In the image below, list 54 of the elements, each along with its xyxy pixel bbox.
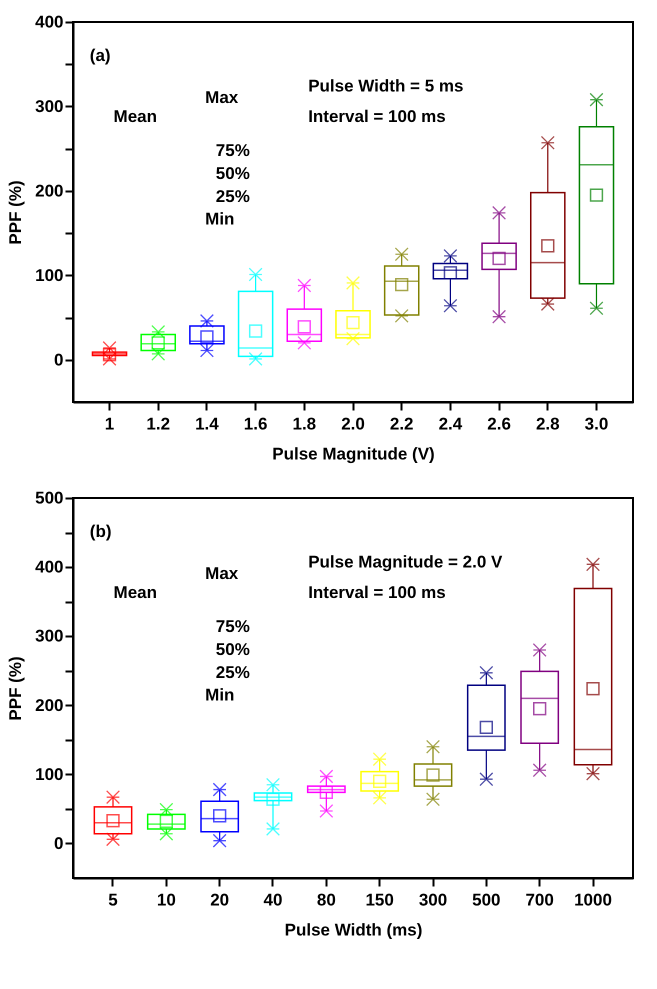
- annotation: 75%: [216, 617, 250, 636]
- y-tick-label: 400: [35, 558, 64, 577]
- y-tick-label: 200: [35, 181, 64, 200]
- annotation: 25%: [216, 186, 250, 206]
- y-tick-label: 400: [35, 12, 64, 32]
- x-tick-label: 2.4: [438, 414, 463, 434]
- y-tick-label: 100: [35, 266, 64, 285]
- x-axis-title: Pulse Width (ms): [284, 920, 422, 940]
- x-tick-label: 500: [472, 890, 501, 910]
- annotation: Mean: [114, 107, 157, 126]
- annotation: Pulse Magnitude = 2.0 V: [308, 552, 503, 572]
- x-tick-label: 2.0: [341, 414, 365, 434]
- x-tick-label: 150: [365, 890, 394, 910]
- annotation: Interval = 100 ms: [308, 107, 446, 126]
- x-tick-label: 1000: [574, 890, 612, 910]
- x-tick-label: 1.6: [244, 414, 268, 434]
- y-tick-label: 100: [35, 764, 64, 784]
- x-tick-label: 3.0: [584, 414, 608, 434]
- x-tick-label: 5: [108, 890, 118, 910]
- x-tick-label: 1.8: [292, 414, 316, 434]
- y-tick-label: 0: [54, 350, 64, 370]
- annotation: Mean: [114, 583, 157, 602]
- annotation: Pulse Width = 5 ms: [308, 76, 464, 96]
- annotation: 50%: [216, 640, 250, 659]
- x-tick-label: 1.2: [146, 414, 170, 434]
- x-tick-label: 300: [418, 890, 448, 910]
- y-tick-label: 300: [35, 96, 64, 116]
- annotation: Min: [205, 686, 234, 705]
- annotation: 75%: [216, 141, 250, 160]
- x-tick-label: 2.6: [487, 414, 511, 434]
- x-tick-label: 40: [264, 890, 282, 910]
- x-tick-label: 1.4: [195, 414, 220, 434]
- annotation: Max: [205, 564, 239, 583]
- annotation: Min: [205, 210, 234, 229]
- x-tick-label: 20: [210, 890, 230, 910]
- x-tick-label: 2.8: [536, 414, 560, 434]
- annotation: (a): [90, 46, 111, 66]
- x-tick-label: 10: [156, 890, 176, 910]
- y-axis-title: PPF (%): [6, 180, 26, 245]
- x-tick-label: 700: [525, 890, 554, 910]
- x-tick-label: 80: [316, 890, 336, 910]
- x-tick-label: 1: [104, 414, 114, 434]
- annotation: 25%: [216, 662, 250, 682]
- annotation: (b): [90, 522, 112, 542]
- annotation: 50%: [216, 164, 250, 183]
- y-tick-label: 300: [35, 626, 64, 646]
- y-tick-label: 0: [54, 834, 64, 853]
- annotation: Max: [205, 88, 239, 107]
- y-tick-label: 500: [35, 488, 64, 508]
- x-tick-label: 2.2: [390, 414, 414, 434]
- x-axis-title: Pulse Magnitude (V): [272, 444, 435, 464]
- annotation: Interval = 100 ms: [308, 583, 446, 602]
- y-tick-label: 200: [35, 696, 64, 715]
- y-axis-title: PPF (%): [6, 656, 26, 721]
